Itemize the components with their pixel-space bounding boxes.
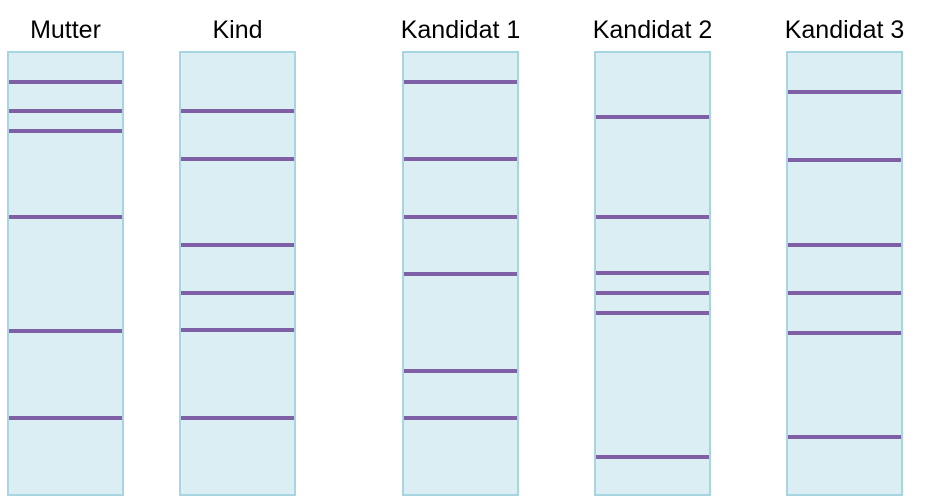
lane-label: Kandidat 2 <box>593 16 713 44</box>
lane <box>7 51 124 496</box>
lane-label: Kind <box>212 16 262 44</box>
lane <box>179 51 296 496</box>
lane <box>786 51 903 496</box>
lane-label: Kandidat 1 <box>401 16 521 44</box>
lane-label: Mutter <box>30 16 101 44</box>
lane-label: Kandidat 3 <box>785 16 905 44</box>
